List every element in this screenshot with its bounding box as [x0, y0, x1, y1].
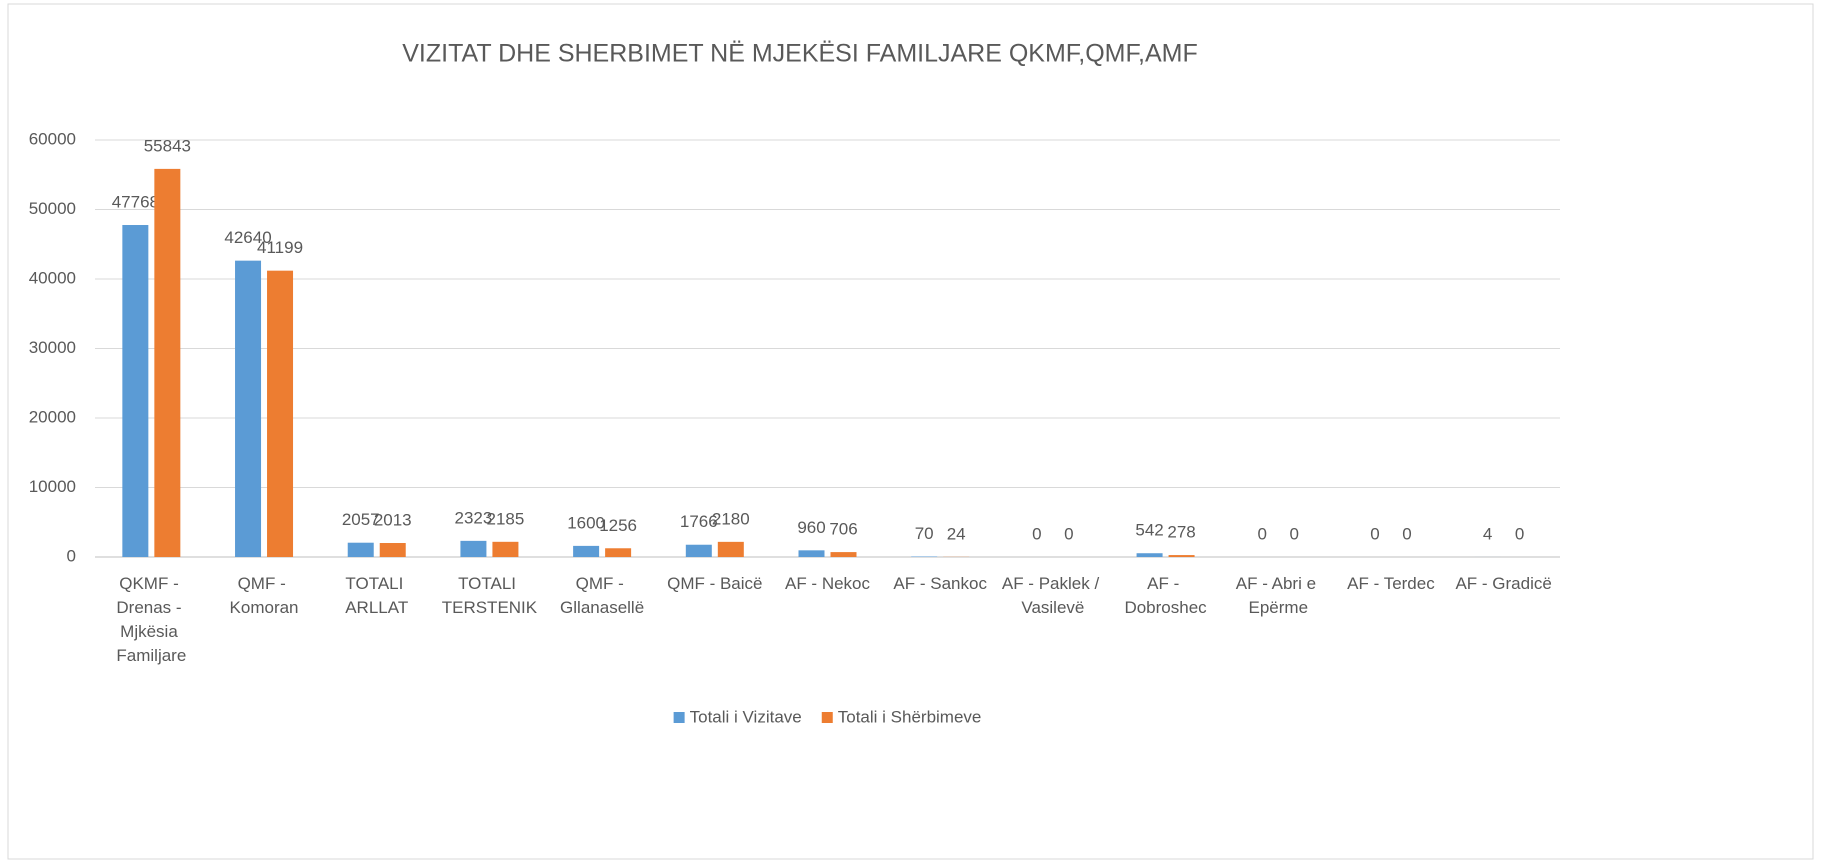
legend-swatch: [821, 712, 833, 723]
bar: [798, 550, 825, 557]
data-label: 1256: [599, 516, 637, 535]
x-tick-label: QKMF - Drenas - Mjkësia Familjare: [116, 574, 186, 665]
x-tick-label: AF - Gradicë: [1455, 574, 1551, 593]
data-label: 2185: [487, 509, 525, 528]
legend-label: Totali i Vizitave: [690, 707, 802, 726]
data-label: 42640: [224, 228, 271, 247]
bar: [460, 540, 487, 557]
y-tick-label: 30000: [29, 338, 76, 357]
data-label: 1766: [680, 512, 718, 531]
data-label: 0: [1370, 524, 1379, 543]
data-label: 0: [1402, 524, 1411, 543]
data-label: 47768: [112, 192, 159, 211]
legend-swatch: [673, 712, 685, 723]
data-label: 706: [829, 520, 857, 539]
x-tick-label: AF - Dobroshec: [1124, 574, 1207, 617]
y-tick-label: 0: [67, 546, 76, 565]
data-label: 2323: [455, 508, 493, 527]
data-label: 24: [947, 524, 966, 543]
x-tick-label: AF - Abri e Epërme: [1236, 574, 1321, 617]
bar: [122, 225, 149, 558]
bar: [347, 542, 374, 557]
bar: [154, 168, 181, 557]
bar: [717, 541, 744, 557]
chart-border: [7, 3, 1814, 860]
bar: [379, 543, 406, 557]
data-label: 0: [1515, 524, 1524, 543]
data-label: 0: [1064, 524, 1073, 543]
x-tick-label: QMF - Gllanasellë: [560, 574, 644, 617]
x-tick-label: AF - Paklek / Vasilevë: [1002, 574, 1104, 617]
data-label: 1600: [567, 513, 605, 532]
bar: [1168, 555, 1195, 557]
data-label: 2013: [374, 510, 412, 529]
data-label: 0: [1290, 524, 1299, 543]
x-tick-label: QMF - Baicë: [667, 574, 762, 593]
data-label: 55843: [144, 136, 191, 155]
data-label: 0: [1032, 524, 1041, 543]
y-tick-label: 60000: [29, 129, 76, 148]
bar: [605, 548, 632, 557]
x-tick-label: AF - Terdec: [1347, 574, 1435, 593]
x-tick-label: TOTALI TERSTENIK: [442, 574, 538, 617]
x-tick-label: QMF - Komoran: [230, 574, 299, 617]
bar: [1136, 553, 1163, 557]
data-label: 4: [1483, 524, 1492, 543]
x-tick-label: AF - Sankoc: [893, 574, 987, 593]
y-tick-label: 20000: [29, 407, 76, 426]
bar: [492, 541, 519, 557]
x-tick-label: TOTALI ARLLAT: [345, 574, 408, 617]
bar: [573, 545, 600, 557]
chart-title: VIZITAT DHE SHERBIMET NË MJEKËSI FAMILJA…: [402, 40, 1197, 68]
bar: [235, 260, 262, 557]
data-label: 70: [915, 524, 934, 543]
data-label: 278: [1167, 523, 1195, 542]
data-label: 2180: [712, 509, 750, 528]
data-label: 41199: [257, 238, 303, 257]
y-tick-label: 40000: [29, 268, 76, 287]
legend-label: Totali i Shërbimeve: [838, 707, 982, 726]
bar: [685, 544, 712, 557]
y-tick-label: 50000: [29, 199, 76, 218]
data-label: 542: [1135, 521, 1163, 540]
data-label: 2057: [342, 510, 380, 529]
bar: [830, 552, 857, 557]
y-tick-label: 10000: [29, 477, 76, 496]
bar: [267, 270, 294, 557]
data-label: 0: [1258, 524, 1267, 543]
data-label: 960: [797, 518, 825, 537]
x-tick-label: AF - Nekoc: [785, 574, 871, 593]
